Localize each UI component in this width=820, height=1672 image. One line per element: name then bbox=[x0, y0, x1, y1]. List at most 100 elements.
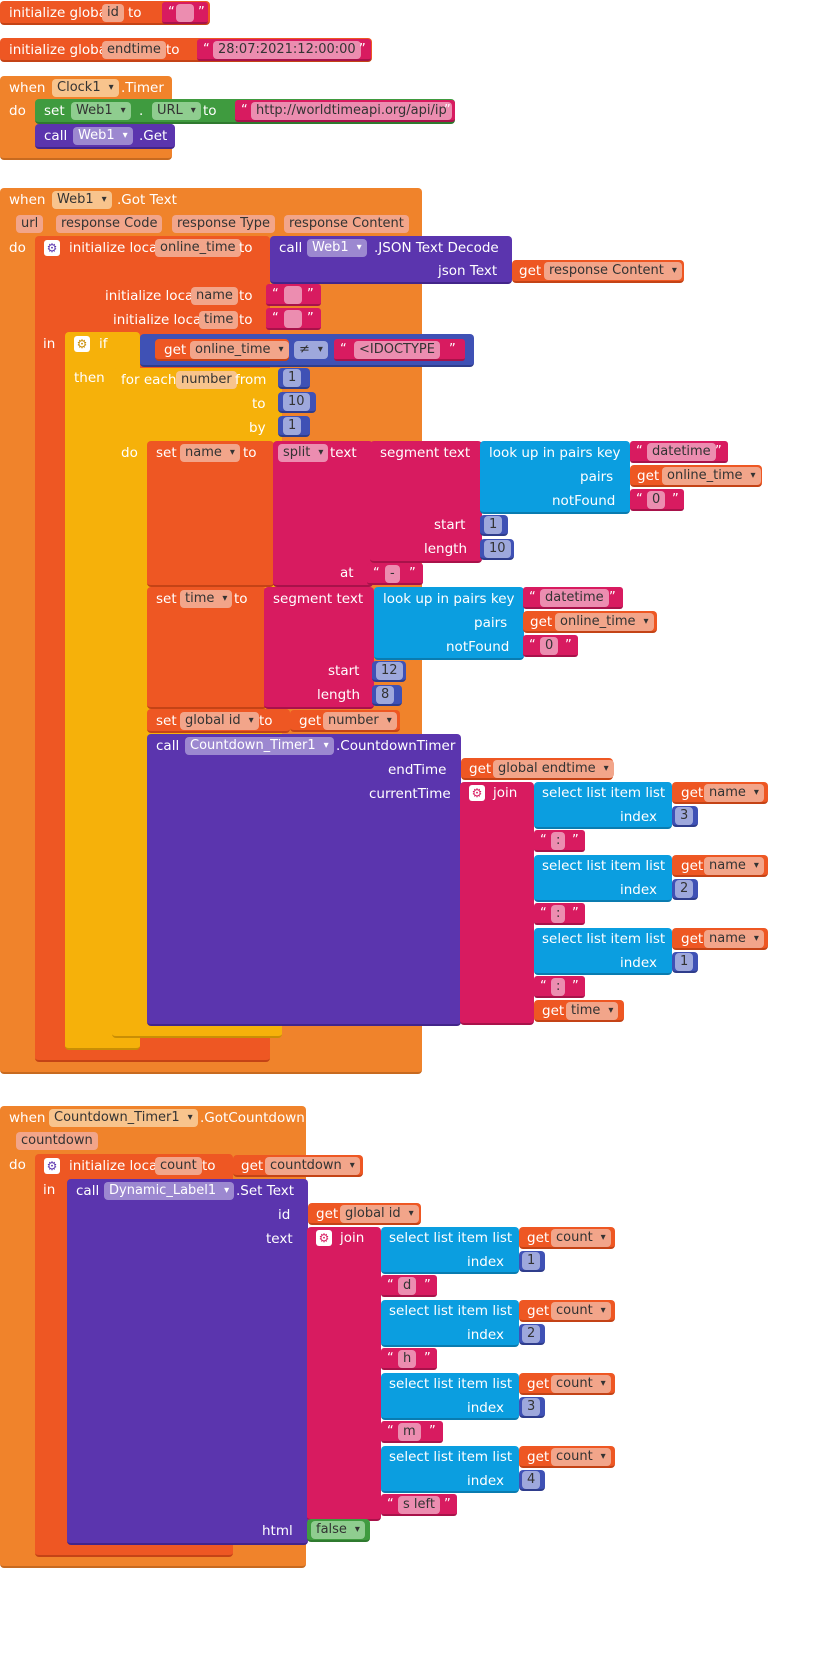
select-list-item-block[interactable]: select list item list index bbox=[534, 928, 672, 975]
set-time-block[interactable]: set time to bbox=[147, 587, 267, 709]
number-value[interactable]: 10 bbox=[484, 540, 511, 558]
boolean-dropdown[interactable]: false bbox=[311, 1521, 365, 1539]
component-dropdown[interactable]: Web1 bbox=[52, 191, 112, 209]
operator-dropdown[interactable]: ≠ bbox=[294, 341, 328, 359]
local-var-name[interactable]: online_time bbox=[155, 239, 241, 257]
lookup-pairs-block[interactable]: look up in pairs key pairs notFound bbox=[480, 441, 630, 514]
text-value[interactable]: h bbox=[398, 1350, 417, 1368]
gear-icon[interactable]: ⚙ bbox=[316, 1230, 332, 1246]
text-value[interactable]: : bbox=[551, 905, 566, 923]
component-dropdown[interactable]: Web1 bbox=[307, 239, 367, 257]
text-value[interactable]: d bbox=[398, 1277, 417, 1295]
event-param[interactable]: countdown bbox=[16, 1132, 98, 1150]
get-block[interactable]: get count bbox=[519, 1373, 615, 1395]
event-param[interactable]: response Content bbox=[284, 215, 409, 233]
component-dropdown[interactable]: Countdown_Timer1 bbox=[49, 1109, 198, 1127]
select-list-item-block[interactable]: select list item list index bbox=[534, 855, 672, 902]
countdown-timer-call-block[interactable]: call Countdown_Timer1 .CountdownTimer en… bbox=[147, 734, 461, 1026]
number-block[interactable]: 1 bbox=[480, 515, 508, 536]
text-string-block[interactable]: “ datetime ” bbox=[630, 441, 728, 463]
number-block[interactable]: 3 bbox=[519, 1397, 545, 1418]
get-block[interactable]: get online_time bbox=[630, 465, 762, 487]
text-value[interactable]: - bbox=[385, 565, 400, 583]
text-value[interactable]: http://worldtimeapi.org/api/ip bbox=[251, 102, 452, 120]
join-block[interactable]: ⚙ join bbox=[460, 782, 534, 1025]
number-value[interactable]: 1 bbox=[283, 417, 302, 435]
get-block[interactable]: get time bbox=[534, 1000, 624, 1022]
component-dropdown[interactable]: Web1 bbox=[71, 102, 131, 120]
number-block[interactable]: 1 bbox=[672, 952, 698, 973]
text-string-block[interactable]: “ ” bbox=[266, 284, 321, 306]
gear-icon[interactable]: ⚙ bbox=[44, 1158, 60, 1174]
text-string-block[interactable]: “ : ” bbox=[534, 903, 585, 925]
select-list-item-block[interactable]: select list item list index bbox=[381, 1373, 519, 1420]
text-string-block[interactable]: “ http://worldtimeapi.org/api/ip ” bbox=[235, 100, 455, 122]
number-block[interactable]: 10 bbox=[278, 392, 316, 413]
var-dropdown[interactable]: count bbox=[551, 1375, 611, 1393]
select-list-item-block[interactable]: select list item list index bbox=[381, 1446, 519, 1493]
var-dropdown[interactable]: name bbox=[704, 857, 764, 875]
number-block[interactable]: 8 bbox=[372, 685, 402, 706]
gear-icon[interactable]: ⚙ bbox=[469, 785, 485, 801]
text-value[interactable] bbox=[284, 310, 302, 328]
number-value[interactable]: 3 bbox=[522, 1398, 541, 1416]
text-value[interactable]: 28:07:2021:12:00:00 bbox=[213, 41, 361, 59]
text-value[interactable]: 0 bbox=[540, 637, 559, 655]
join-block[interactable]: ⚙ join bbox=[307, 1227, 381, 1521]
get-block[interactable]: get count bbox=[519, 1300, 615, 1322]
number-block[interactable]: 4 bbox=[519, 1470, 545, 1491]
select-list-item-block[interactable]: select list item list index bbox=[381, 1300, 519, 1347]
gear-icon[interactable]: ⚙ bbox=[44, 240, 60, 256]
text-value[interactable]: : bbox=[551, 832, 566, 850]
number-value[interactable]: 1 bbox=[283, 369, 302, 387]
local-var-name[interactable]: time bbox=[199, 311, 239, 329]
number-value[interactable]: 2 bbox=[675, 880, 694, 898]
call-web-get-block[interactable]: call Web1 .Get bbox=[35, 124, 175, 149]
split-dropdown[interactable]: split bbox=[278, 444, 329, 462]
set-text-call-block[interactable]: call Dynamic_Label1 .Set Text id text ht… bbox=[67, 1179, 308, 1545]
var-dropdown[interactable]: global endtime bbox=[493, 760, 614, 778]
text-string-block[interactable]: “ m ” bbox=[381, 1421, 443, 1443]
text-string-block[interactable]: “ - ” bbox=[367, 563, 423, 585]
text-string-block[interactable]: “ 0 ” bbox=[523, 635, 578, 657]
var-dropdown[interactable]: response Content bbox=[544, 262, 682, 280]
lookup-pairs-block[interactable]: look up in pairs key pairs notFound bbox=[374, 587, 524, 660]
var-dropdown[interactable]: time bbox=[180, 590, 233, 608]
event-param[interactable]: url bbox=[16, 215, 44, 233]
number-block[interactable]: 1 bbox=[519, 1251, 545, 1272]
number-value[interactable]: 1 bbox=[484, 516, 503, 534]
get-block[interactable]: get name bbox=[672, 782, 768, 804]
event-param[interactable]: response Code bbox=[56, 215, 163, 233]
text-string-block[interactable]: “ ” bbox=[162, 2, 208, 24]
text-value[interactable]: 0 bbox=[647, 491, 666, 509]
get-block[interactable]: get number bbox=[290, 710, 400, 732]
text-string-block[interactable]: “ datetime ” bbox=[523, 587, 623, 609]
text-string-block[interactable]: “ 0 ” bbox=[630, 489, 684, 511]
text-value[interactable]: m bbox=[398, 1423, 421, 1441]
text-string-block[interactable]: “ s left ” bbox=[381, 1494, 457, 1516]
var-dropdown[interactable]: global id bbox=[340, 1205, 419, 1223]
var-dropdown[interactable]: online_time bbox=[555, 613, 654, 631]
text-string-block[interactable]: “ <IDOCTYPE ” bbox=[334, 339, 465, 361]
var-dropdown[interactable]: global id bbox=[180, 712, 259, 730]
gear-icon[interactable]: ⚙ bbox=[74, 336, 90, 352]
component-dropdown[interactable]: Clock1 bbox=[52, 79, 119, 97]
boolean-block[interactable]: false bbox=[307, 1519, 370, 1542]
var-dropdown[interactable]: time bbox=[566, 1002, 619, 1020]
number-value[interactable]: 3 bbox=[675, 807, 694, 825]
local-var-name[interactable]: name bbox=[191, 287, 238, 305]
property-dropdown[interactable]: URL bbox=[152, 102, 201, 120]
number-value[interactable]: 2 bbox=[522, 1325, 541, 1343]
select-list-item-block[interactable]: select list item list index bbox=[534, 782, 672, 829]
text-value[interactable]: datetime bbox=[540, 589, 609, 607]
var-dropdown[interactable]: countdown bbox=[265, 1157, 360, 1175]
number-value[interactable]: 1 bbox=[675, 953, 694, 971]
text-value[interactable]: s left bbox=[398, 1496, 440, 1514]
loop-var-name[interactable]: number bbox=[176, 371, 237, 389]
get-block[interactable]: get global endtime bbox=[461, 758, 614, 780]
number-value[interactable]: 10 bbox=[283, 393, 310, 411]
number-block[interactable]: 2 bbox=[672, 879, 698, 900]
text-value[interactable]: : bbox=[551, 978, 566, 996]
segment-block[interactable]: segment text start length bbox=[370, 441, 482, 563]
